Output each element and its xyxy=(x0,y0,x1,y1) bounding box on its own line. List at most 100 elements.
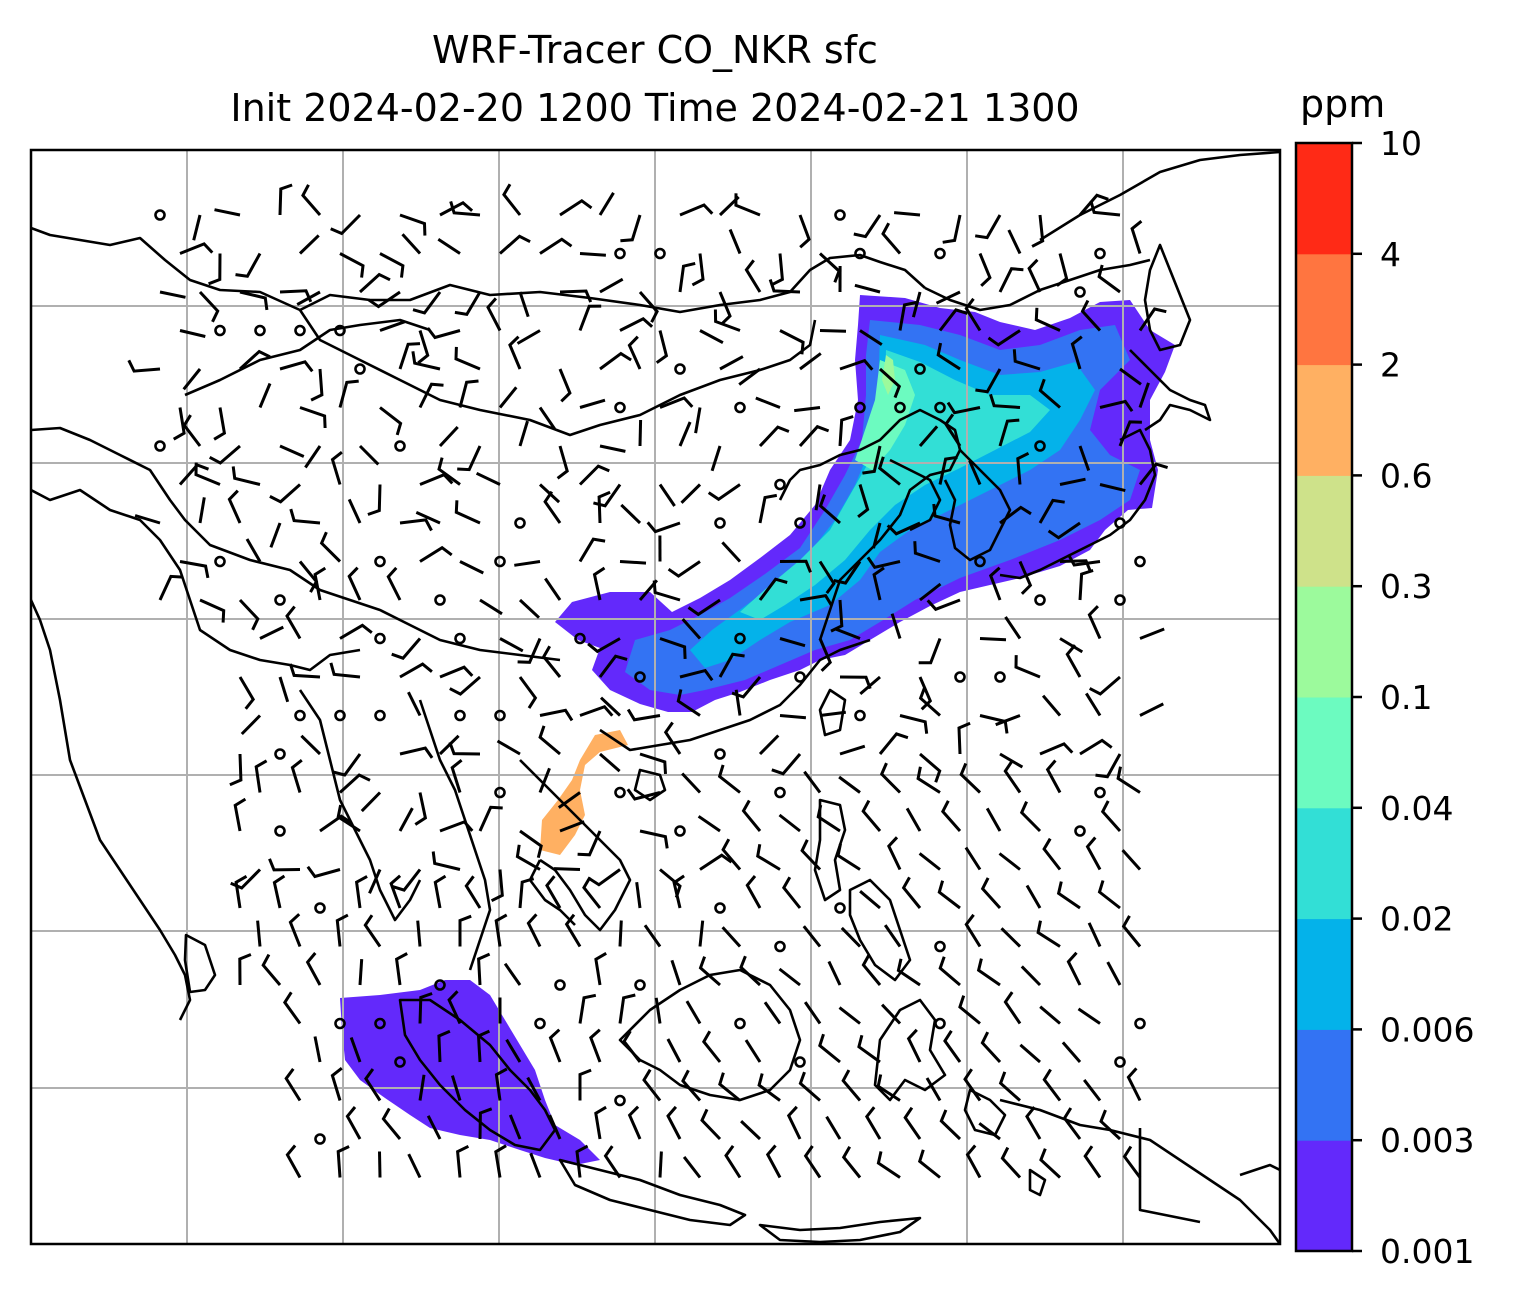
wind-barb xyxy=(347,498,362,524)
wind-barb xyxy=(578,304,602,332)
wind-barb xyxy=(876,1074,901,1102)
wind-barb xyxy=(799,352,822,371)
wind-barb xyxy=(541,645,562,678)
colorbar-tick-label: 0.003 xyxy=(1380,1121,1474,1160)
wind-barb-calm xyxy=(734,1017,746,1030)
wind-barb xyxy=(681,1069,702,1102)
wind-barb xyxy=(721,541,742,563)
wind-barb xyxy=(965,1144,982,1179)
wind-barb xyxy=(288,913,302,948)
wind-barb xyxy=(1025,1106,1042,1140)
wind-barb xyxy=(803,770,822,794)
wind-barb xyxy=(622,1030,642,1063)
wind-barb xyxy=(1089,200,1121,217)
wind-barb xyxy=(918,425,939,447)
wind-barb xyxy=(458,379,479,408)
wind-barb xyxy=(719,355,744,371)
wind-barb xyxy=(1025,884,1042,909)
wind-barb xyxy=(1130,220,1143,254)
wind-barb xyxy=(578,464,610,486)
wind-barb xyxy=(926,598,961,612)
wind-barb xyxy=(786,1105,802,1140)
wind-barb-calm xyxy=(734,401,746,414)
wind-barb xyxy=(279,444,305,458)
wind-barb xyxy=(936,342,961,371)
wind-barb xyxy=(379,406,403,436)
wind-barb xyxy=(878,732,909,755)
wind-barb xyxy=(964,913,982,948)
wind-barb xyxy=(778,967,801,987)
wind-barb xyxy=(872,566,885,601)
wind-barb xyxy=(756,843,781,871)
wind-barb xyxy=(1018,560,1033,595)
wind-barb xyxy=(285,1144,302,1179)
wind-barb xyxy=(917,1149,941,1179)
wind-barb xyxy=(458,914,472,947)
wind-barb xyxy=(456,1144,470,1178)
wind-barb xyxy=(818,560,836,594)
wind-barb xyxy=(1039,1005,1061,1025)
wind-barb-calm xyxy=(794,671,806,683)
wind-barb xyxy=(1118,420,1142,447)
wind-barb-calm xyxy=(634,671,646,683)
wind-barb-calm xyxy=(994,671,1006,683)
colorbar-tick-label: 2 xyxy=(1380,346,1401,385)
wind-barb xyxy=(296,290,321,306)
wind-barb xyxy=(234,875,248,909)
wind-barb xyxy=(918,852,941,871)
wind-barb xyxy=(394,952,408,986)
wind-barb xyxy=(289,508,321,525)
wind-barb xyxy=(999,752,1024,769)
wind-barb xyxy=(935,290,961,305)
wind-barb xyxy=(496,739,521,756)
wind-barb xyxy=(1087,605,1102,640)
coastline-bay-of-bengal xyxy=(298,689,422,922)
wind-barb xyxy=(392,868,422,892)
wind-barb xyxy=(659,396,694,409)
wind-barb xyxy=(407,1153,422,1179)
wind-barb xyxy=(503,962,522,986)
wind-barb xyxy=(172,407,186,441)
wind-barb xyxy=(329,662,361,679)
wind-barb xyxy=(976,958,1001,987)
wind-barb-calm xyxy=(1114,517,1126,529)
coastline-hainan xyxy=(633,768,667,802)
wind-barb xyxy=(857,1034,881,1064)
wind-barb xyxy=(1099,399,1134,413)
wind-barb xyxy=(1004,616,1022,640)
wind-barb xyxy=(558,368,572,403)
wind-barb xyxy=(284,1068,302,1102)
wind-barb xyxy=(349,1036,362,1063)
wind-barb xyxy=(378,1151,382,1178)
wind-barb xyxy=(838,775,861,794)
wind-barb xyxy=(771,253,784,287)
wind-barb xyxy=(285,605,302,640)
wind-barb xyxy=(498,386,518,409)
wind-barb xyxy=(368,868,382,894)
colorbar-tick-label: 0.04 xyxy=(1380,789,1453,828)
wind-barb xyxy=(179,242,214,255)
wind-barb xyxy=(672,874,685,909)
wind-barb xyxy=(553,867,581,871)
wind-barb xyxy=(1083,1078,1102,1102)
wind-barb xyxy=(830,599,844,633)
wind-barb xyxy=(957,721,971,755)
wind-barb xyxy=(998,1071,1021,1102)
wind-barb xyxy=(319,814,353,833)
wind-barb xyxy=(959,762,982,794)
wind-barb xyxy=(1047,521,1081,540)
map-title-line-2: Init 2024-02-20 1200 Time 2024-02-21 130… xyxy=(230,86,1080,130)
wind-barb-calm xyxy=(1074,825,1086,837)
wind-barb xyxy=(699,853,733,871)
wind-barb-calm xyxy=(854,247,866,260)
wind-barb xyxy=(367,290,401,309)
wind-barb xyxy=(514,560,541,567)
wind-barb xyxy=(836,843,861,871)
wind-barb xyxy=(598,654,628,678)
wind-barb xyxy=(399,662,433,679)
wind-barb xyxy=(841,1069,862,1102)
wind-barb xyxy=(802,925,822,948)
wind-barb xyxy=(1099,1109,1122,1141)
wind-barb xyxy=(639,829,669,849)
wind-barb xyxy=(626,788,661,801)
